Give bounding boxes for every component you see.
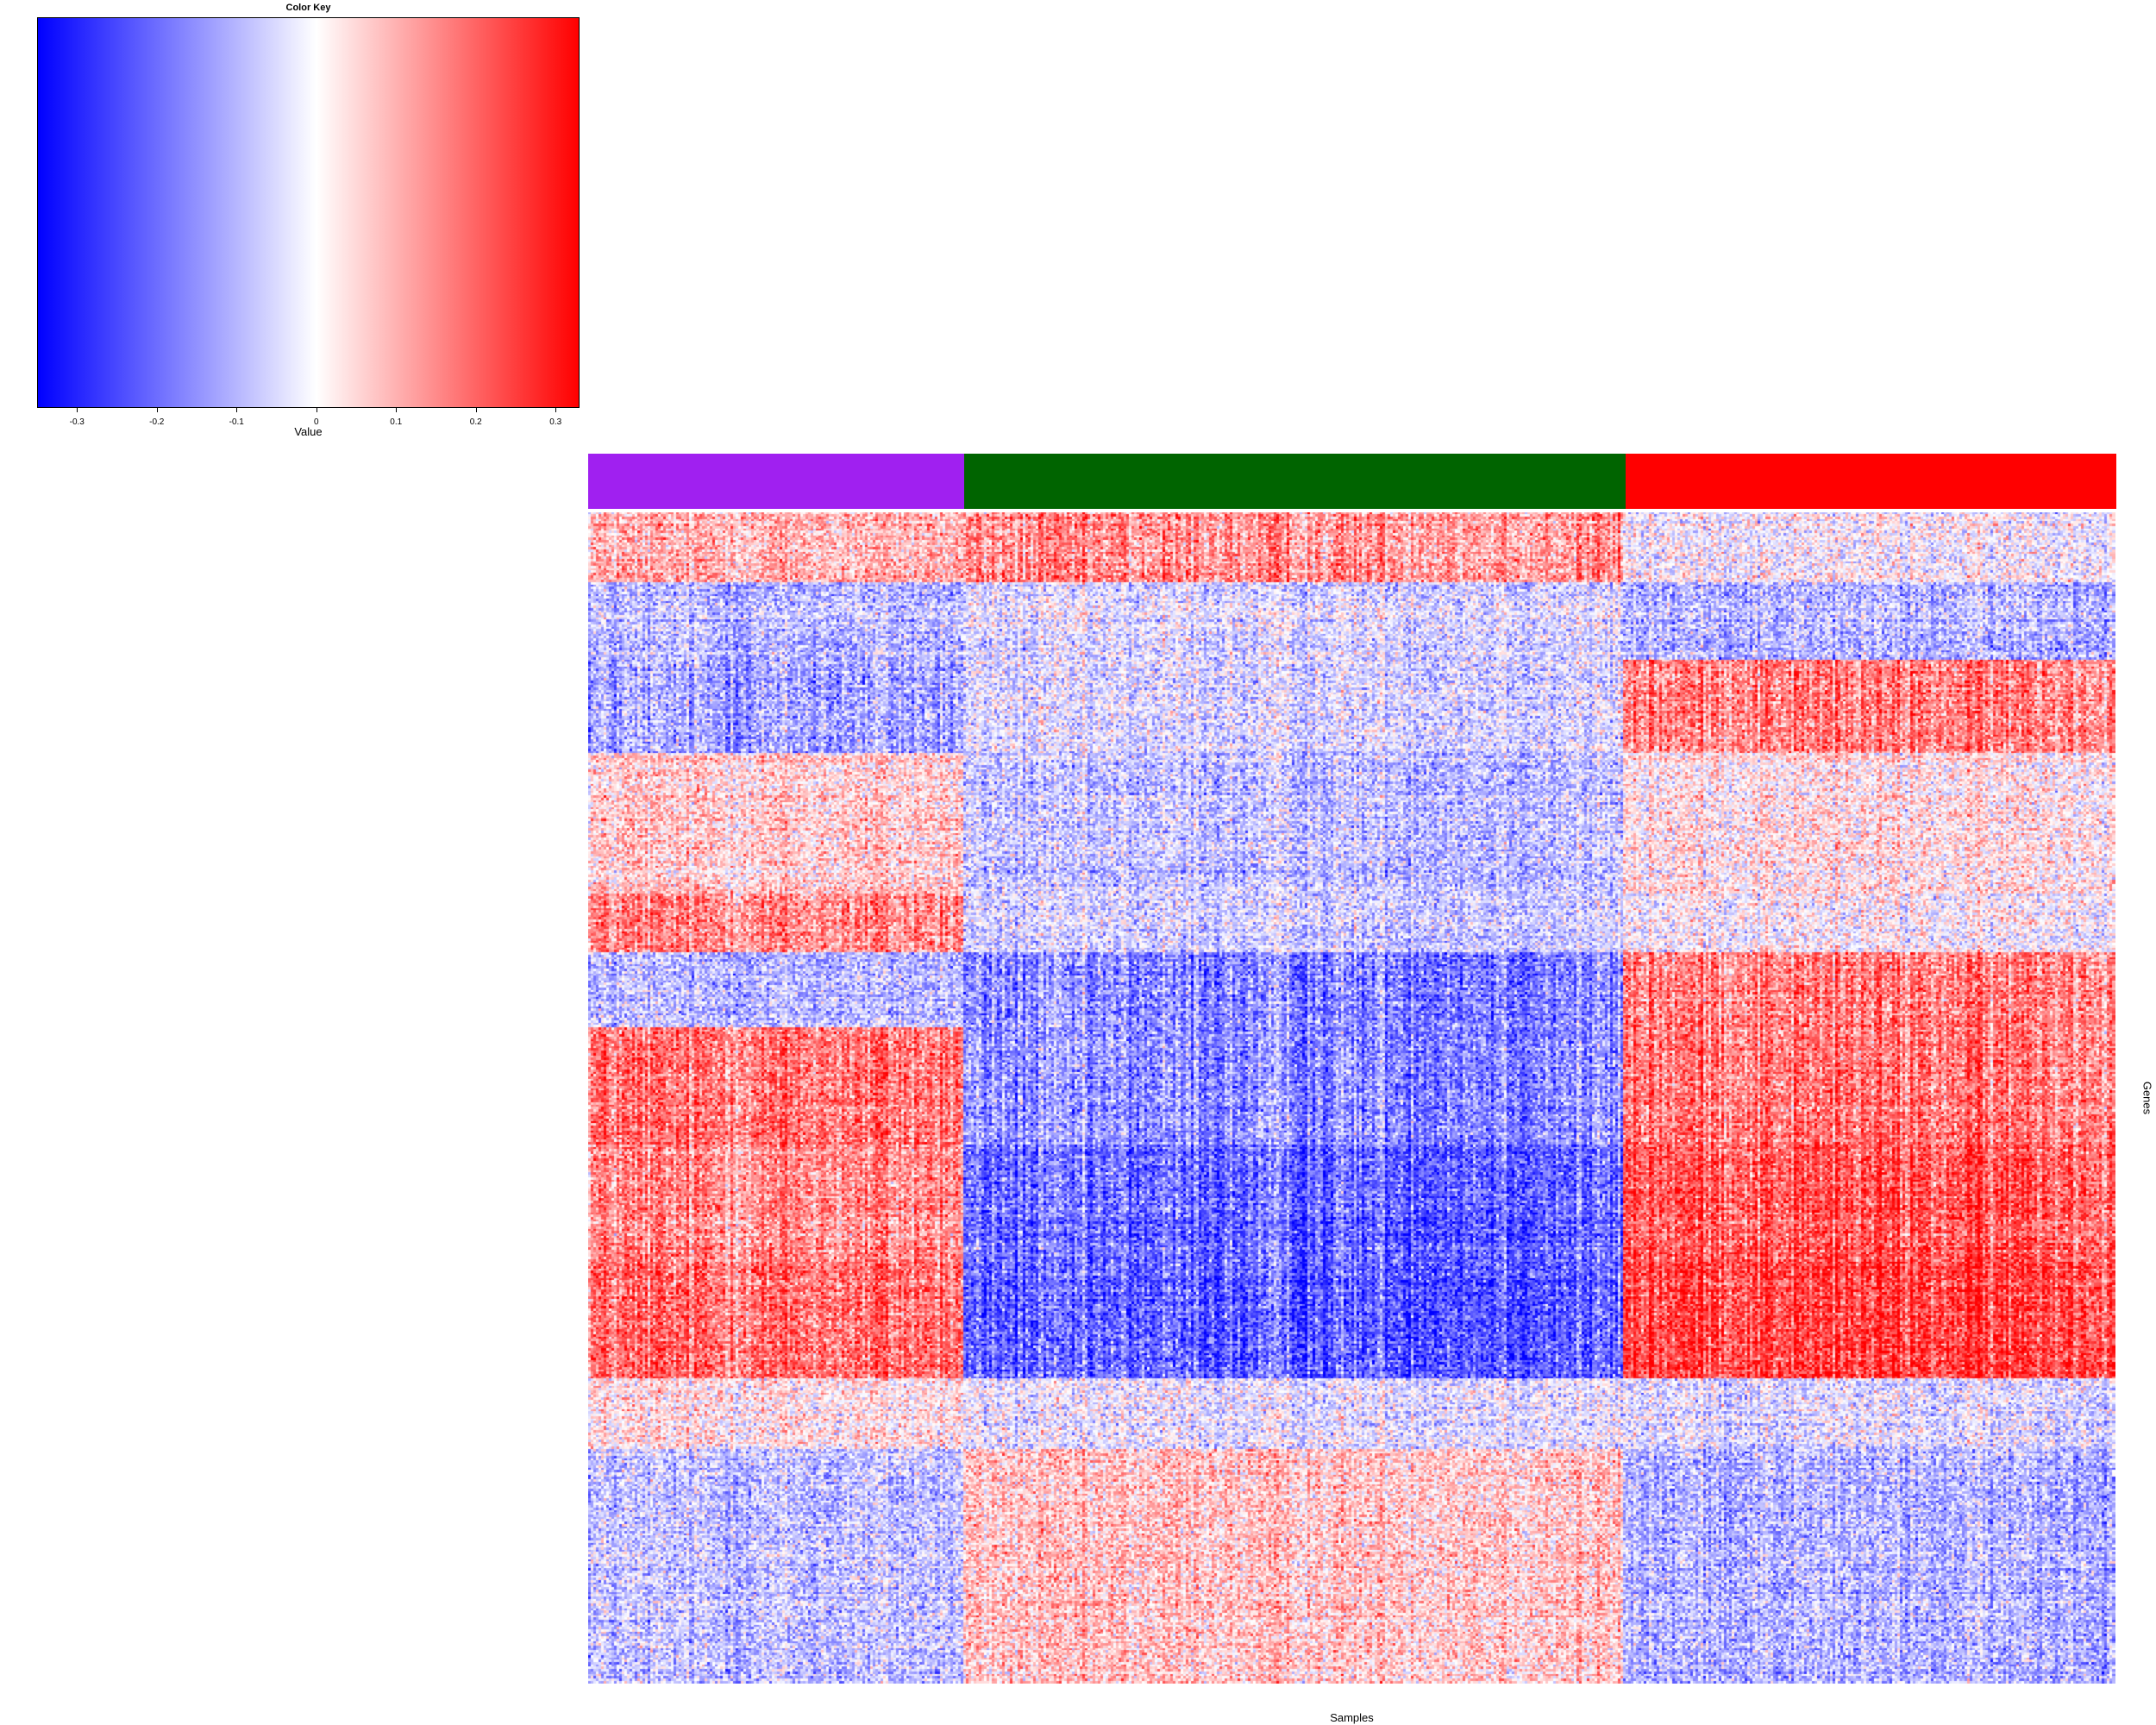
color-key-label: Value bbox=[294, 425, 323, 438]
x-axis-label: Samples bbox=[1330, 1711, 1374, 1724]
color-key-tick-label: -0.2 bbox=[149, 417, 165, 427]
sample-group-bar-2 bbox=[964, 454, 1626, 509]
color-key-tick-mark bbox=[475, 407, 477, 412]
sample-group-sidebar bbox=[588, 454, 2116, 509]
color-key-tick-mark bbox=[396, 407, 398, 412]
color-key-tick-label: -0.1 bbox=[229, 417, 244, 427]
color-key-title: Color Key bbox=[285, 3, 331, 13]
color-key-axis: -0.3 -0.2 -0.1 0 0.1 0.2 0.3 bbox=[37, 407, 580, 433]
y-axis-label: Genes bbox=[2140, 1081, 2154, 1115]
color-key-tick-mark bbox=[77, 407, 78, 412]
sample-group-bar-1 bbox=[588, 454, 965, 509]
color-key-tick-label: 0.2 bbox=[469, 417, 482, 427]
color-key-tick-label: -0.3 bbox=[69, 417, 85, 427]
color-key-tick-label: 0.3 bbox=[549, 417, 562, 427]
heatmap-matrix bbox=[588, 512, 2115, 1684]
color-key-gradient bbox=[37, 17, 580, 408]
color-key-tick-mark bbox=[156, 407, 158, 412]
color-key-tick-mark bbox=[236, 407, 238, 412]
color-key-tick-mark bbox=[555, 407, 557, 412]
sample-group-bar-3 bbox=[1626, 454, 2116, 509]
color-key-tick-label: 0.1 bbox=[390, 417, 403, 427]
color-key-tick-label: 0 bbox=[313, 417, 319, 427]
